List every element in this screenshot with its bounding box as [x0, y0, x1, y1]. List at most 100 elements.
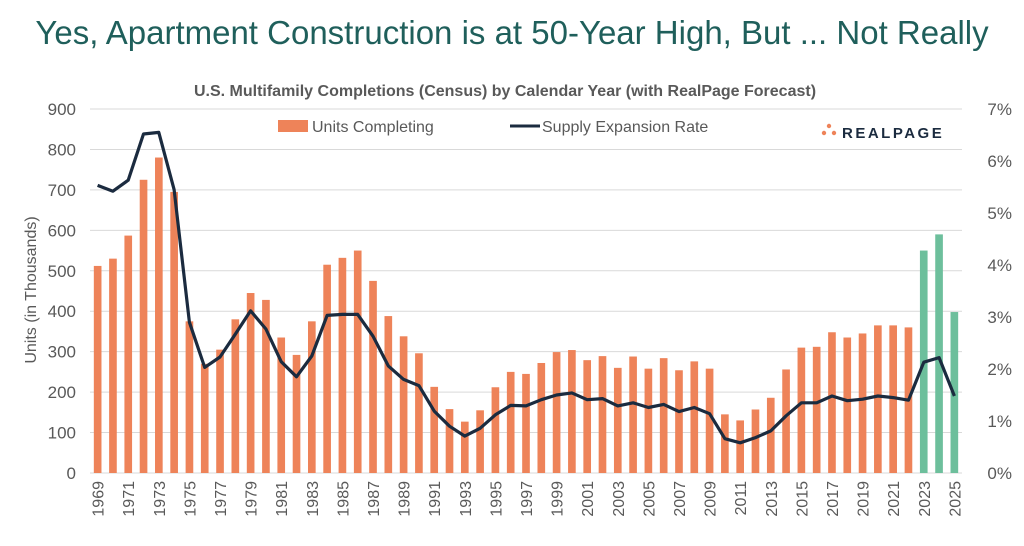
y-tick-label: 0 [67, 464, 76, 483]
bar-series [93, 157, 959, 474]
bar [812, 346, 821, 473]
bar [782, 369, 790, 473]
bar [598, 356, 607, 473]
bar [736, 420, 744, 473]
logo-text: REALPAGE [842, 125, 944, 142]
bar [476, 410, 484, 473]
y2-tick-label: 0% [987, 464, 1012, 483]
bar [828, 332, 836, 473]
x-tick-label: 1991 [427, 481, 444, 517]
bar [124, 235, 133, 473]
x-tick-label: 1983 [305, 481, 322, 517]
y2-axis-ticks: 0% 1% 2% 3% 4% 5% 6% 7% [987, 100, 1012, 483]
bar [690, 361, 699, 473]
bar [369, 280, 377, 473]
bar [629, 356, 637, 473]
x-tick-label: 2019 [856, 481, 873, 517]
bar [522, 373, 530, 473]
x-tick-label: 1969 [91, 481, 108, 517]
line-series [97, 130, 956, 445]
y-tick-label: 400 [48, 302, 76, 321]
bar [613, 367, 622, 473]
x-tick-label: 1997 [519, 481, 536, 517]
bar [874, 325, 882, 473]
bar [262, 299, 270, 473]
y2-tick-label: 3% [987, 308, 1012, 327]
realpage-logo: REALPAGE [821, 123, 944, 142]
x-tick-label: 2011 [733, 481, 750, 516]
bar [445, 409, 454, 473]
bar [460, 421, 469, 473]
bar [292, 354, 301, 473]
x-axis-ticks: 1969 1971 1973 1975 1977 1979 1981 1983 1985 1987… [91, 481, 965, 517]
bar [185, 321, 194, 473]
bar [216, 349, 224, 473]
bar [721, 414, 729, 473]
x-tick-label: 1993 [458, 481, 475, 517]
legend-line-label: Supply Expansion Rate [542, 119, 708, 136]
bar [797, 347, 806, 473]
y2-tick-label: 4% [987, 256, 1012, 275]
x-tick-label: 2015 [794, 481, 811, 517]
y-tick-label: 300 [48, 343, 76, 362]
x-tick-label: 2005 [641, 481, 658, 517]
x-tick-label: 1977 [213, 481, 230, 517]
x-tick-label: 1975 [182, 481, 199, 517]
x-tick-label: 1985 [335, 481, 352, 517]
bar [506, 371, 515, 473]
bar [705, 368, 714, 473]
y-tick-label: 900 [48, 100, 76, 119]
bar [675, 370, 683, 473]
bar [583, 360, 592, 473]
x-tick-label: 2017 [825, 481, 842, 517]
x-tick-label: 2003 [611, 481, 628, 517]
x-tick-label: 2023 [917, 481, 934, 517]
bar [415, 353, 423, 473]
bar [644, 368, 653, 473]
bar [384, 316, 393, 473]
bar [246, 293, 255, 473]
x-tick-label: 2013 [764, 481, 781, 517]
x-tick-label: 2009 [703, 481, 720, 517]
bar [200, 363, 209, 473]
legend: Units Completing Supply Expansion Rate [278, 119, 708, 136]
x-tick-label: 1973 [152, 481, 169, 517]
bar [491, 387, 500, 473]
x-tick-label: 2007 [672, 481, 689, 517]
logo-dot [821, 130, 827, 136]
y-tick-label: 500 [48, 262, 76, 281]
bar [568, 350, 576, 473]
chart-title: U.S. Multifamily Completions (Census) by… [194, 83, 816, 100]
y-tick-label: 100 [48, 424, 76, 443]
y-tick-label: 600 [48, 221, 76, 240]
bar [155, 157, 163, 474]
supply-expansion-line [97, 130, 956, 445]
bar [766, 397, 775, 473]
bar [308, 321, 316, 473]
bar [139, 179, 148, 473]
x-tick-label: 1981 [274, 481, 291, 517]
x-tick-label: 1987 [366, 481, 383, 517]
bar [843, 337, 852, 473]
x-tick-label: 1979 [244, 481, 261, 517]
y2-tick-label: 5% [987, 204, 1012, 223]
bar [552, 352, 561, 473]
x-tick-label: 1999 [550, 481, 567, 517]
bar [537, 362, 546, 473]
y-axis-ticks: 0 100 200 300 400 500 600 700 800 900 [48, 100, 76, 483]
bar [323, 264, 331, 473]
legend-bar-label: Units Completing [312, 119, 434, 136]
x-tick-label: 2025 [947, 481, 964, 517]
bar [93, 265, 102, 473]
bar [751, 409, 760, 473]
logo-dot [831, 130, 837, 136]
bar [170, 191, 178, 473]
bar [338, 257, 347, 473]
x-tick-label: 2001 [580, 481, 597, 517]
bar [399, 336, 408, 473]
bar [659, 358, 668, 473]
forecast-bar [935, 234, 943, 473]
y2-tick-label: 7% [987, 100, 1012, 119]
y2-tick-label: 2% [987, 360, 1012, 379]
